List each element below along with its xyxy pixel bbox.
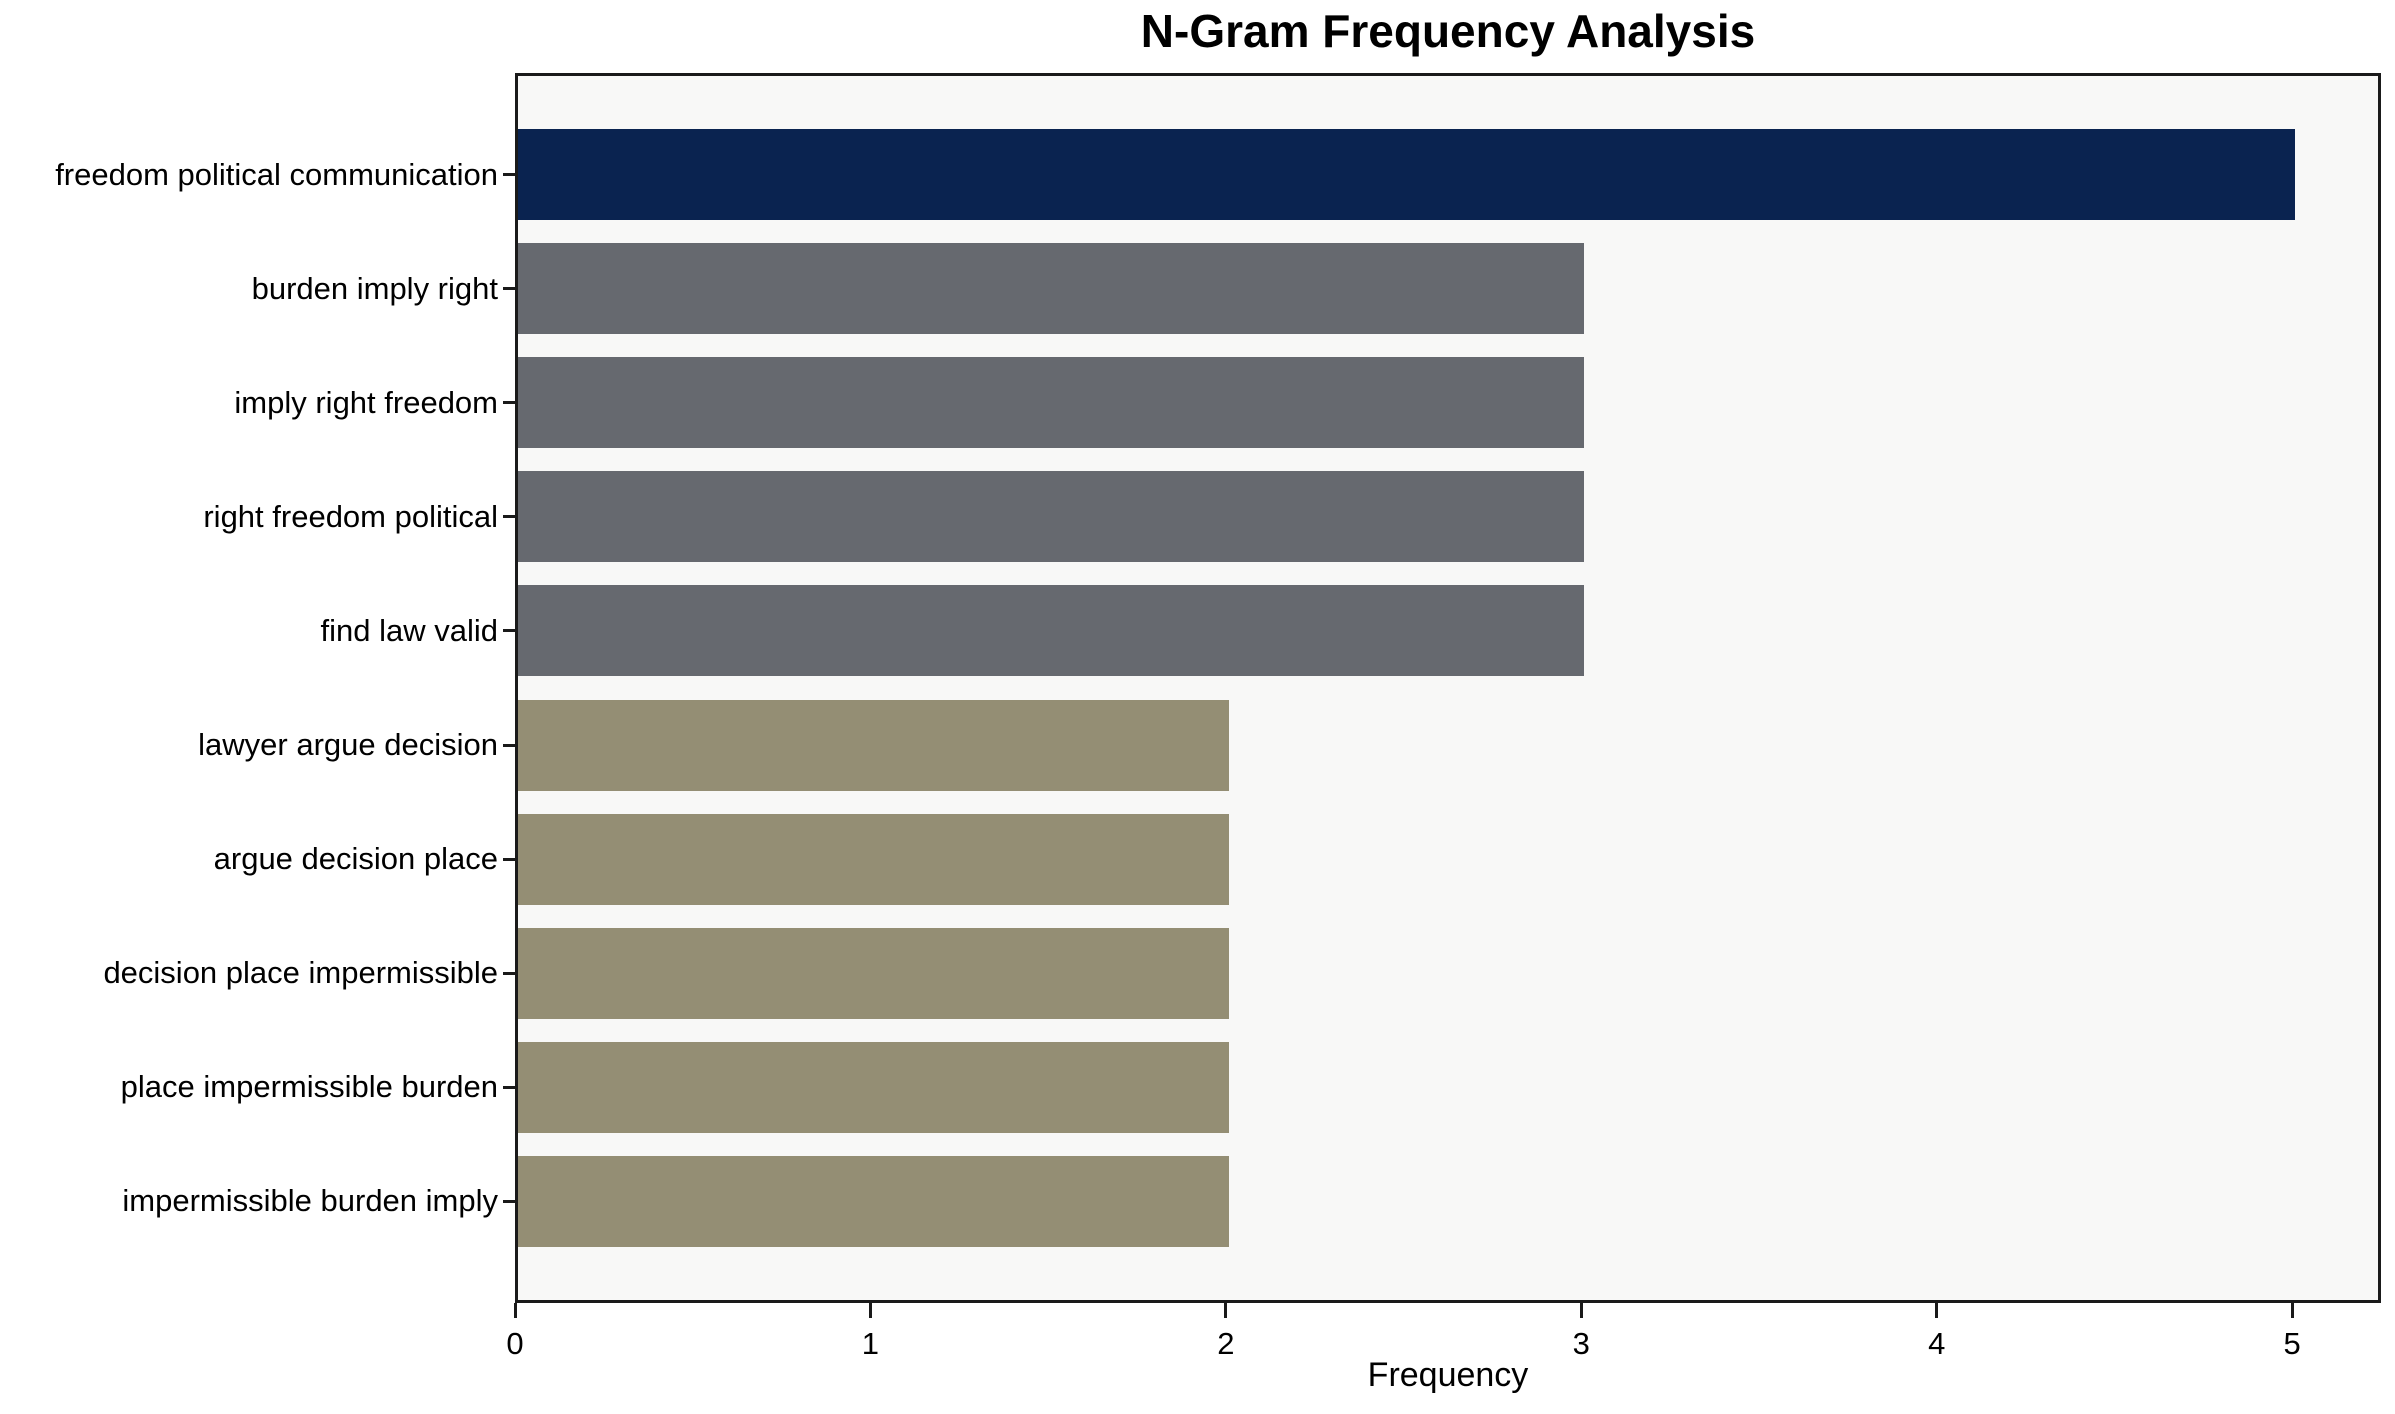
bar bbox=[518, 471, 1584, 563]
x-tick-label: 3 bbox=[1572, 1326, 1590, 1361]
bar bbox=[518, 129, 2295, 220]
y-tick-mark bbox=[503, 857, 515, 861]
bar bbox=[518, 1155, 1229, 1247]
bar bbox=[518, 1041, 1229, 1133]
y-tick-mark bbox=[503, 1085, 515, 1089]
category-label: freedom political communication bbox=[55, 156, 498, 192]
bar bbox=[518, 357, 1584, 449]
bar bbox=[518, 243, 1584, 335]
x-tick-mark bbox=[1579, 1303, 1583, 1318]
bar bbox=[518, 585, 1584, 677]
y-tick-mark bbox=[503, 971, 515, 975]
x-tick-label: 2 bbox=[1217, 1326, 1235, 1361]
category-label: place impermissible burden bbox=[120, 1069, 498, 1105]
category-label: decision place impermissible bbox=[103, 955, 498, 991]
y-tick-mark bbox=[503, 173, 515, 176]
x-tick-mark bbox=[868, 1303, 872, 1318]
x-tick-label: 4 bbox=[1928, 1326, 1946, 1361]
x-axis-label: Frequency bbox=[1367, 1356, 1529, 1394]
category-label: burden imply right bbox=[251, 270, 498, 306]
category-label: right freedom political bbox=[203, 498, 498, 534]
bar bbox=[518, 927, 1229, 1019]
y-tick-mark bbox=[503, 629, 515, 633]
y-tick-mark bbox=[503, 1199, 515, 1203]
category-label: impermissible burden imply bbox=[122, 1183, 498, 1219]
x-tick-mark bbox=[1935, 1303, 1939, 1318]
chart-title: N-Gram Frequency Analysis bbox=[1140, 5, 1756, 57]
y-tick-mark bbox=[503, 287, 515, 291]
x-tick-mark bbox=[1224, 1303, 1228, 1318]
x-tick-mark bbox=[2290, 1303, 2294, 1318]
y-tick-mark bbox=[503, 401, 515, 405]
x-tick-label: 5 bbox=[2283, 1326, 2301, 1361]
y-tick-mark bbox=[503, 743, 515, 747]
category-label: find law valid bbox=[320, 612, 498, 648]
category-label: imply right freedom bbox=[234, 384, 498, 420]
category-label: argue decision place bbox=[213, 841, 498, 877]
x-tick-mark bbox=[513, 1303, 517, 1318]
plot-area bbox=[515, 73, 2381, 1303]
x-tick-label: 0 bbox=[506, 1326, 524, 1361]
bar bbox=[518, 813, 1229, 905]
x-tick-label: 1 bbox=[861, 1326, 880, 1361]
category-label: lawyer argue decision bbox=[198, 727, 498, 762]
y-tick-mark bbox=[503, 515, 515, 519]
bar bbox=[518, 699, 1229, 791]
